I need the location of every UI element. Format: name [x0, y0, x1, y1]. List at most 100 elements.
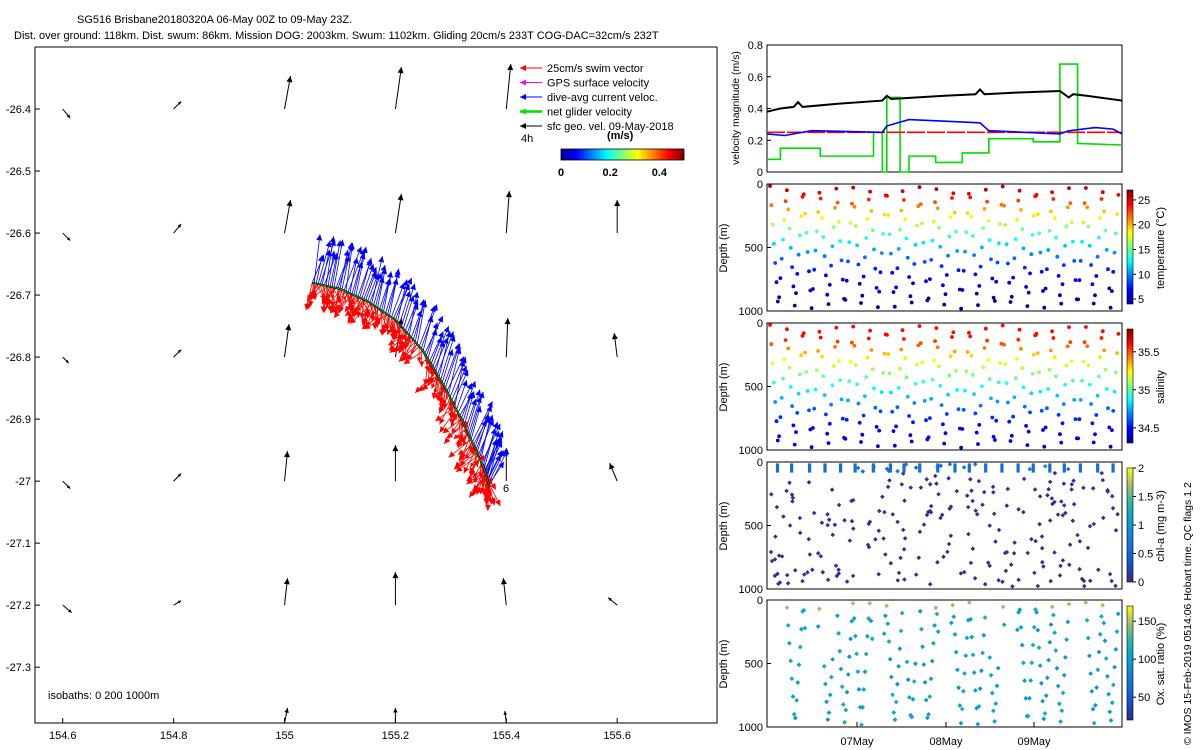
chla-point: [1113, 528, 1119, 533]
oxygen-point: [1101, 620, 1107, 626]
colorbar-tick-label: 0.5: [1138, 549, 1153, 561]
profile-point: [894, 424, 898, 429]
profile-point: [1008, 300, 1013, 304]
oxygen-point: [821, 663, 827, 669]
swim-vector-head: [469, 490, 476, 498]
profile-point: [811, 426, 815, 430]
profile-point: [1039, 408, 1044, 413]
profile-point: [775, 438, 780, 443]
profile-point: [921, 240, 926, 245]
chla-point: [773, 534, 778, 539]
chla-point: [820, 569, 826, 575]
chla-point: [823, 466, 827, 470]
profile-point: [1068, 340, 1073, 344]
map-y-tick-label: -27.1: [6, 538, 31, 550]
geo-vector-head: [66, 485, 71, 489]
swim-vector-head: [361, 316, 369, 323]
profile-point: [1107, 425, 1112, 430]
dac-vector-head: [432, 322, 439, 330]
oxygen-panel: 0 500 1000 07May 08May 09May Depth (m) 50 100…: [718, 595, 1167, 748]
swim-vector-head: [439, 425, 446, 433]
chla-point: [873, 537, 878, 542]
chla-point: [1041, 564, 1046, 569]
chla-point: [918, 463, 922, 467]
profile-point: [779, 395, 784, 400]
oxygen-point: [1041, 716, 1047, 722]
profile-point: [833, 345, 837, 349]
dac-vector-head: [381, 267, 388, 275]
swim-vector-head: [327, 294, 332, 299]
profile-point: [924, 279, 928, 284]
profile-point: [1002, 203, 1006, 208]
salinity-colorbar: [1126, 328, 1134, 444]
profile-point: [973, 272, 978, 277]
profile-point: [1094, 413, 1099, 417]
dac-vector: [422, 315, 433, 351]
depth-tick-label: 1000: [739, 722, 763, 734]
profile-point: [905, 255, 910, 260]
swim-vector-head: [435, 415, 443, 422]
chla-point: [1031, 469, 1035, 473]
legend-arrowhead: [520, 94, 526, 100]
profile-point: [1016, 198, 1021, 203]
chla-point: [973, 508, 978, 513]
chla-point: [1000, 469, 1004, 473]
profile-point: [1111, 409, 1116, 413]
swim-vector-head: [494, 499, 501, 507]
legend-item-label: net glider velocity: [547, 107, 632, 119]
profile-point: [930, 377, 935, 382]
profile-point: [1045, 267, 1049, 272]
oxygen-point: [843, 707, 849, 713]
profile-point: [1013, 237, 1018, 242]
depth-tick-label: 0: [757, 457, 763, 469]
profile-point: [937, 364, 941, 369]
profile-point: [1110, 428, 1114, 432]
chla-point: [785, 581, 791, 586]
chla-point: [775, 466, 780, 470]
oxygen-point: [837, 648, 843, 654]
chla-point: [984, 463, 988, 467]
profile-point: [788, 246, 793, 250]
dac-vector-head: [406, 277, 412, 285]
dac-vector: [371, 256, 383, 305]
dac-vector: [468, 396, 481, 435]
oxygen-point: [1060, 690, 1066, 696]
chla-point: [1082, 583, 1087, 589]
profile-point: [818, 196, 823, 201]
chla-point: [1049, 496, 1055, 501]
chla-point: [1000, 579, 1005, 585]
profile-point: [816, 210, 820, 214]
chla-point: [823, 469, 827, 473]
track-map: 154.6 154.8 155 155.2 155.4 155.6 -26.4-26.5-…: [6, 46, 718, 742]
chla-point: [866, 544, 872, 550]
profile-point: [1002, 342, 1006, 347]
profile-point: [816, 349, 820, 353]
profile-point: [853, 224, 858, 228]
chla-points: [768, 461, 1120, 589]
dac-vector: [317, 240, 331, 285]
swim-vector-head: [381, 327, 388, 335]
dac-vector-head: [437, 315, 443, 323]
chla-point: [924, 477, 929, 482]
oxygen-point: [926, 711, 932, 717]
chla-point: [850, 573, 856, 579]
profile-point: [1009, 433, 1014, 438]
profile-point: [980, 245, 984, 250]
profile-point: [993, 299, 997, 303]
chla-point: [936, 469, 940, 473]
profile-point: [813, 387, 818, 392]
profile-point: [941, 422, 945, 427]
oxygen-point: [1103, 656, 1109, 661]
profile-point: [827, 282, 832, 287]
profile-point: [889, 390, 893, 395]
profile-point: [866, 336, 871, 341]
profile-point: [820, 354, 824, 359]
chla-point: [969, 488, 974, 493]
profile-point: [837, 220, 841, 224]
swim-vector-head: [472, 477, 478, 483]
chla-point: [807, 466, 812, 470]
chla-point: [871, 463, 875, 467]
legend-arrowhead: [520, 108, 526, 115]
chla-point: [1057, 573, 1063, 578]
